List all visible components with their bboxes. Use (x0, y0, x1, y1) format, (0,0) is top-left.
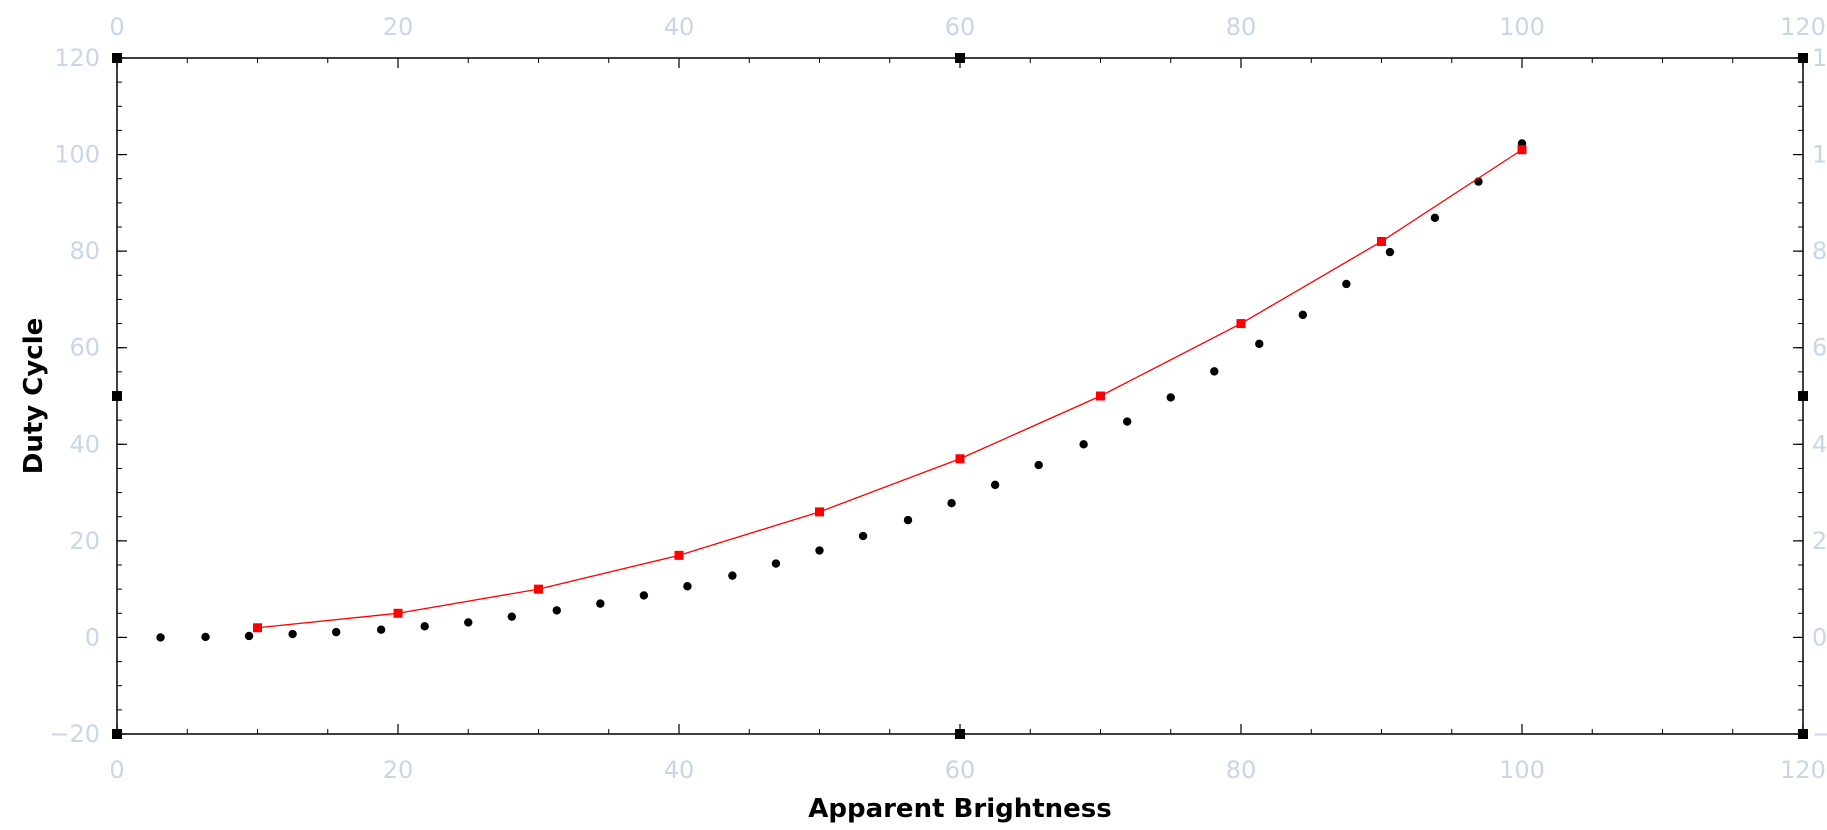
data-point-circle (376, 625, 386, 634)
data-point-circle (1430, 213, 1440, 223)
data-point-circle (639, 591, 649, 600)
x-tick-label-bottom: 0 (109, 756, 124, 784)
x-tick-label-top: 80 (1226, 13, 1257, 41)
data-point-circle (771, 559, 781, 568)
x-tick-label-top: 20 (383, 13, 414, 41)
data-point-circle (815, 546, 824, 555)
resize-handle[interactable] (112, 729, 122, 739)
major-ticks (116, 57, 1804, 735)
data-point-circle (728, 571, 737, 580)
y-tick-label-right: 60 (1812, 334, 1827, 362)
data-point-circle (1210, 367, 1219, 376)
y-tick-label-right: 120 (1812, 44, 1827, 72)
data-point-circle (552, 606, 561, 615)
data-point-circle (1034, 460, 1043, 470)
y-tick-label-left: 120 (54, 44, 100, 72)
x-tick-label-bottom: 40 (664, 756, 695, 784)
y-tick-label-right: 20 (1812, 527, 1827, 555)
tick-labels: 0 0 20 20 40 40 60 60 80 80 100 100 120 120 −20 −20 0 0 20… (49, 13, 1827, 784)
data-point-square (253, 623, 262, 633)
data-point-circle (858, 531, 868, 541)
data-point-square (393, 608, 403, 618)
resize-handle[interactable] (955, 729, 965, 739)
y-tick-label-left: 80 (69, 237, 100, 265)
data-point-circle (420, 622, 429, 631)
y-axis-title: Duty Cycle (19, 318, 49, 475)
resize-handle[interactable] (1798, 391, 1808, 401)
y-tick-label-right: 40 (1812, 430, 1827, 458)
data-point-circle (1255, 339, 1264, 349)
data-point-square (1377, 236, 1386, 246)
data-point-circle (1385, 247, 1395, 257)
y-tick-label-right: −20 (1812, 720, 1827, 748)
y-tick-label-right: 100 (1812, 141, 1827, 169)
data-point-circle (596, 599, 605, 608)
data-point-circle (1122, 417, 1132, 426)
x-tick-label-top: 40 (664, 13, 695, 41)
x-tick-label-bottom: 60 (945, 756, 976, 784)
data-point-circle (331, 627, 341, 637)
minor-ticks (116, 57, 1804, 735)
y-tick-label-left: 20 (69, 527, 100, 555)
x-tick-label-top: 120 (1780, 13, 1826, 41)
resize-handle[interactable] (112, 391, 122, 401)
plot-handles (112, 53, 1808, 739)
y-tick-label-left: 0 (85, 623, 100, 651)
y-tick-label-left: 60 (69, 334, 100, 362)
data-point-circle (464, 618, 473, 627)
data-point-circle (1342, 279, 1351, 289)
data-point-circle (1079, 440, 1088, 449)
data-point-circle (156, 633, 165, 642)
data-point-square (1517, 145, 1527, 155)
data-point-square (815, 507, 824, 517)
data-point-circle (683, 582, 692, 591)
data-point-circle (201, 632, 210, 642)
x-axis-title: Apparent Brightness (808, 794, 1112, 824)
resize-handle[interactable] (955, 53, 965, 63)
data-point-circle (990, 480, 1000, 490)
data-point-circle (244, 631, 254, 641)
data-point-square (1096, 391, 1105, 401)
data-point-circle (288, 629, 297, 639)
x-tick-label-bottom: 120 (1780, 756, 1826, 784)
data-point-circle (1166, 393, 1175, 402)
x-tick-label-top: 100 (1499, 13, 1545, 41)
x-tick-label-bottom: 20 (383, 756, 414, 784)
x-tick-label-top: 0 (109, 13, 124, 41)
plot-frame (116, 57, 1804, 735)
data-point-circle (1298, 310, 1308, 320)
data-point-circle (903, 515, 913, 525)
series-layer (156, 139, 1527, 642)
data-point-circle (507, 612, 517, 621)
data-point-square (955, 454, 965, 464)
y-tick-label-right: 0 (1812, 623, 1827, 651)
y-tick-label-left: 100 (54, 141, 100, 169)
y-tick-label-left: 40 (69, 430, 100, 458)
x-tick-label-top: 60 (945, 13, 976, 41)
resize-handle[interactable] (1798, 729, 1808, 739)
y-tick-label-left: −20 (49, 720, 100, 748)
y-tick-label-right: 80 (1812, 237, 1827, 265)
x-tick-label-bottom: 80 (1226, 756, 1257, 784)
data-point-square (674, 550, 684, 560)
series-line (257, 149, 1523, 629)
data-point-square (1236, 319, 1246, 329)
data-point-square (534, 584, 543, 594)
resize-handle[interactable] (1798, 53, 1808, 63)
data-point-circle (947, 498, 956, 508)
resize-handle[interactable] (112, 53, 122, 63)
x-tick-label-bottom: 100 (1499, 756, 1545, 784)
